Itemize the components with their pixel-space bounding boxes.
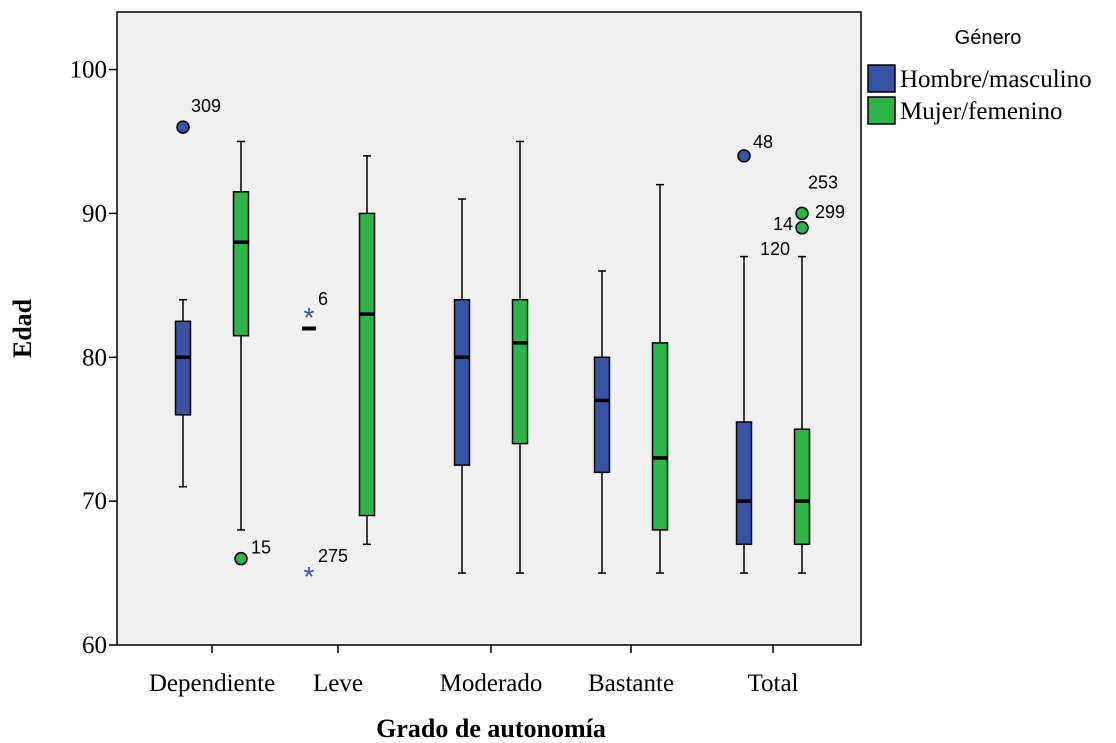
box-iqr (651, 342, 669, 531)
box-Mujer/femenino-Bastante (651, 183, 669, 574)
outlier-extreme-marker: * (304, 561, 315, 592)
outlier-label: 15 (251, 538, 271, 558)
outlier-marker (737, 149, 751, 163)
outlier-label: 253 (808, 172, 838, 192)
legend-entry-label: Mujer/femenino (900, 98, 1062, 125)
y-tick-label: 100 (70, 57, 108, 84)
x-axis: Dependiente Leve Moderado Bastante Total (149, 645, 799, 697)
outlier-label: 275 (318, 546, 348, 566)
outlier-marker (795, 206, 809, 221)
outlier-label: 299 (815, 202, 845, 222)
outlier-label: 48 (753, 132, 773, 152)
y-tick-label: 70 (82, 488, 107, 515)
x-tick-label: Total (747, 670, 798, 697)
box-Hombre/masculino-Dependiente (174, 298, 192, 488)
legend-swatch (867, 96, 896, 125)
outlier-label: 6 (318, 289, 328, 309)
box-series (174, 140, 811, 574)
outlier-marker (176, 120, 190, 134)
legend-entry-label: Hombre/masculino (900, 66, 1092, 93)
legend: Género Hombre/masculino Mujer/femenino (867, 27, 1092, 125)
outlier-label: 14 (773, 214, 793, 234)
outlier-label: 120 (760, 239, 790, 259)
box-iqr (174, 320, 192, 416)
legend-title: Género (955, 27, 1022, 49)
box-iqr (593, 356, 611, 474)
box-iqr (232, 191, 250, 337)
box-Mujer/femenino-Total (793, 255, 811, 574)
x-axis-title: Grado de autonomía (376, 714, 606, 743)
x-tick-label: Leve (313, 670, 363, 697)
outlier-marker (234, 551, 248, 566)
outlier-label: 309 (191, 96, 221, 116)
box-iqr (735, 421, 753, 546)
box-Mujer/femenino-Leve (358, 155, 376, 546)
y-axis: 60 70 80 90 100 (70, 57, 117, 659)
box-Hombre/masculino-Moderado (453, 198, 471, 574)
plot-area (116, 11, 862, 646)
box-Hombre/masculino-Bastante (593, 270, 611, 574)
y-tick-label: 60 (82, 632, 107, 659)
box-iqr (453, 298, 471, 466)
box-iqr (358, 212, 376, 517)
y-axis-title: Edad (8, 298, 37, 358)
box-Hombre/masculino-Total (735, 255, 753, 574)
x-tick-label: Dependiente (149, 670, 275, 697)
y-tick-label: 90 (82, 200, 107, 227)
x-tick-label: Bastante (588, 670, 674, 697)
legend-swatch (867, 64, 896, 93)
outlier-marker (795, 221, 809, 235)
box-iqr (793, 428, 811, 546)
box-iqr (511, 298, 529, 445)
box-Mujer/femenino-Moderado (511, 140, 529, 574)
box-Mujer/femenino-Dependiente (232, 140, 250, 531)
x-tick-label: Moderado (440, 670, 543, 697)
y-tick-label: 80 (82, 344, 107, 371)
outlier-extreme-marker: * (304, 302, 315, 333)
